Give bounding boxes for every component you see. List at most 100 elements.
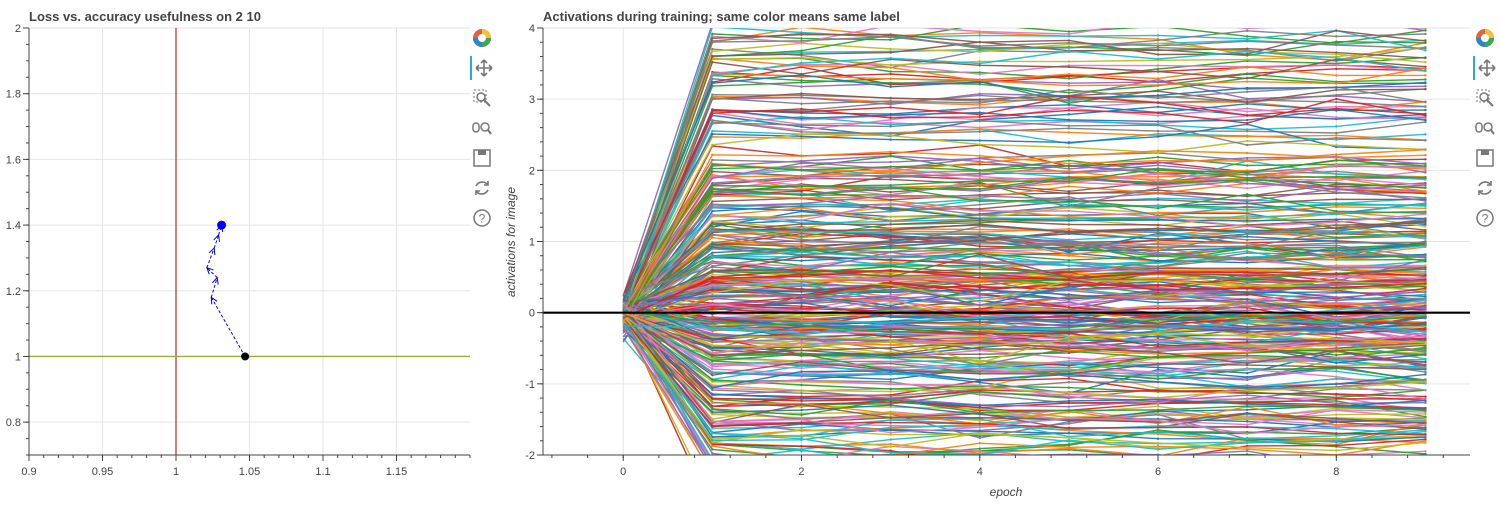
activation-point [1157, 216, 1159, 218]
activation-point [889, 473, 891, 475]
bokeh-logo-icon[interactable] [1473, 26, 1497, 50]
pan-icon[interactable] [470, 56, 496, 80]
activation-point [711, 334, 713, 336]
activation-point [1068, 364, 1070, 366]
activation-point [979, 81, 981, 83]
wheel-zoom-icon[interactable] [470, 116, 494, 140]
activation-point [889, 241, 891, 243]
activation-point [1068, 165, 1070, 167]
activation-point [1157, 169, 1159, 171]
activation-point [1335, 414, 1337, 416]
activation-point [1068, 400, 1070, 402]
activation-point [1424, 381, 1426, 383]
activation-point [711, 82, 713, 84]
activation-point [1068, 306, 1070, 308]
activation-point [1424, 480, 1426, 482]
activation-point [1424, 88, 1426, 90]
activation-point [1157, 253, 1159, 255]
activation-point [1246, 298, 1248, 300]
activation-point [1246, 423, 1248, 425]
activation-point [1424, 61, 1426, 63]
activation-point [889, 33, 891, 35]
activation-point [800, 25, 802, 27]
activation-point [979, 492, 981, 494]
save-icon[interactable] [1473, 146, 1497, 170]
activation-point [1335, 30, 1337, 32]
activation-point [889, 316, 891, 318]
activation-point [1157, 409, 1159, 411]
activation-point [1335, 35, 1337, 37]
activation-point [1335, 144, 1337, 146]
activation-point [1335, 44, 1337, 46]
activation-point [711, 420, 713, 422]
activation-point [1068, 193, 1070, 195]
activation-point [1068, 107, 1070, 109]
activation-point [1424, 158, 1426, 160]
activation-point [1246, 278, 1248, 280]
activation-point [1424, 337, 1426, 339]
activation-point [1157, 461, 1159, 463]
activation-point [1246, 200, 1248, 202]
activation-point [1246, 433, 1248, 435]
activation-point [1335, 68, 1337, 70]
activation-point [800, 345, 802, 347]
box-zoom-icon[interactable] [1473, 86, 1497, 110]
activation-point [1424, 303, 1426, 305]
activation-point [979, 235, 981, 237]
y-tick-label: 3 [529, 94, 535, 106]
activation-point [1424, 178, 1426, 180]
y-tick-label: 2 [15, 23, 21, 35]
activation-point [1335, 198, 1337, 200]
activation-point [1424, 222, 1426, 224]
activation-point [800, 370, 802, 372]
activation-point [800, 235, 802, 237]
activation-point [1157, 433, 1159, 435]
box-zoom-icon[interactable] [470, 86, 494, 110]
bokeh-logo-icon[interactable] [470, 26, 494, 50]
activation-point [1424, 149, 1426, 151]
activation-point [711, 74, 713, 76]
activation-point [1068, 336, 1070, 338]
activation-point [1246, 231, 1248, 233]
pan-icon[interactable] [1473, 56, 1499, 80]
activation-point [1068, 458, 1070, 460]
activation-point [979, 241, 981, 243]
activation-point [1246, 130, 1248, 132]
activation-point [1246, 40, 1248, 42]
activation-point [889, 467, 891, 469]
activation-point [1335, 296, 1337, 298]
activation-point [711, 55, 713, 57]
activation-point [1335, 495, 1337, 497]
activation-point [889, 155, 891, 157]
activation-point [1068, 125, 1070, 127]
activation-point [711, 365, 713, 367]
activation-point [1068, 60, 1070, 62]
activation-point [1246, 211, 1248, 213]
activation-point [1246, 285, 1248, 287]
activation-point [711, 270, 713, 272]
activation-point [1157, 42, 1159, 44]
save-icon[interactable] [470, 146, 494, 170]
activation-point [800, 367, 802, 369]
activation-point [1246, 187, 1248, 189]
activation-point [711, 368, 713, 370]
activation-point [800, 238, 802, 240]
wheel-zoom-icon[interactable] [1473, 116, 1497, 140]
activation-point [800, 62, 802, 64]
activation-point [1246, 287, 1248, 289]
activation-point [1246, 394, 1248, 396]
activation-point [1424, 409, 1426, 411]
reset-icon[interactable] [470, 176, 494, 200]
activation-point [1068, 205, 1070, 207]
activation-point [1424, 346, 1426, 348]
activation-point [889, 331, 891, 333]
activation-point [889, 296, 891, 298]
activation-point [711, 286, 713, 288]
reset-icon[interactable] [1473, 176, 1497, 200]
activation-point [800, 133, 802, 135]
activation-point [889, 390, 891, 392]
activation-point [889, 263, 891, 265]
activation-point [1068, 296, 1070, 298]
help-icon[interactable]: ? [1473, 206, 1497, 230]
help-icon[interactable]: ? [470, 206, 494, 230]
